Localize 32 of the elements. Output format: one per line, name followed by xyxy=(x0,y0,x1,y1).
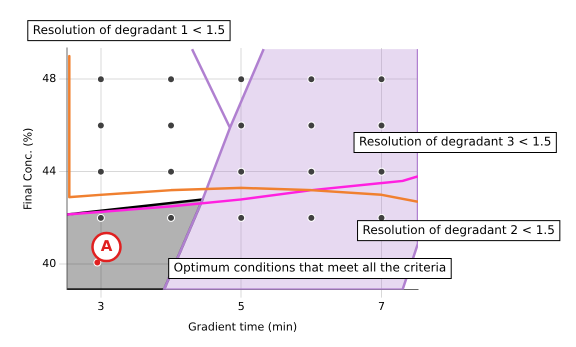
point xyxy=(167,168,176,176)
point xyxy=(96,168,105,176)
annotation: Resolution of degradant 3 < 1.5 xyxy=(359,134,552,149)
point xyxy=(237,121,246,130)
point xyxy=(307,168,316,176)
point xyxy=(167,214,176,222)
y-axis-title: Final Conc. (%) xyxy=(21,128,34,210)
y-tick-label: 48 xyxy=(42,72,56,86)
x-tick-label: 3 xyxy=(97,300,104,314)
point xyxy=(307,75,316,84)
point xyxy=(167,75,176,84)
point xyxy=(93,258,102,267)
point xyxy=(378,168,386,176)
text: Resolution of degradant 1 < 1.5 xyxy=(32,22,226,37)
y-tick-label: 44 xyxy=(42,164,56,178)
annotation: Resolution of degradant 2 < 1.5 xyxy=(362,222,555,237)
point xyxy=(96,214,105,222)
point xyxy=(237,168,246,176)
point xyxy=(378,121,386,130)
x-tick-label: 5 xyxy=(238,300,245,314)
point xyxy=(96,121,105,130)
x-tick-label: 7 xyxy=(378,300,386,314)
point xyxy=(378,75,386,84)
point xyxy=(96,75,105,84)
point xyxy=(307,214,316,222)
x-axis-title: Gradient time (min) xyxy=(188,320,298,334)
point xyxy=(237,214,246,222)
y-tick-label: 40 xyxy=(42,257,56,270)
annotation: A xyxy=(100,236,113,255)
point xyxy=(237,75,246,84)
annotation: Optimum conditions that meet all the criteria xyxy=(174,260,446,275)
point xyxy=(307,121,316,130)
